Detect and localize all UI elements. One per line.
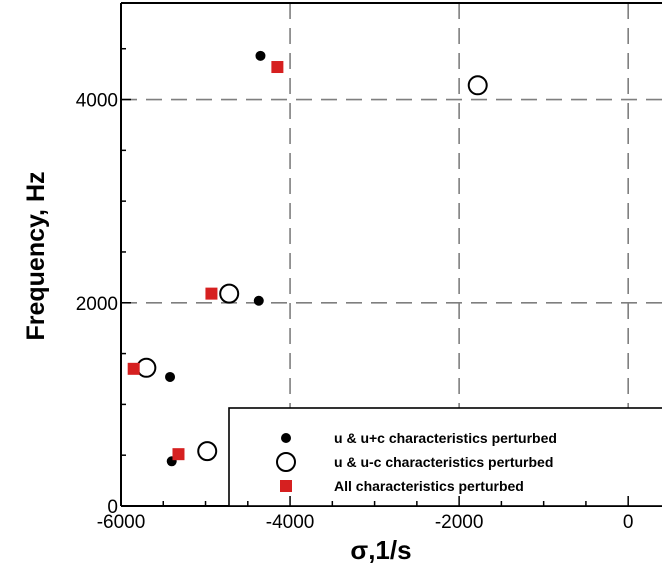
axis-labels: -6000 -4000 -2000 0 0 2000 4000 σ,1/s Frequency,… <box>22 91 633 565</box>
legend-frame <box>228 407 662 507</box>
data-point-s2-3 <box>172 448 185 461</box>
y-tick-label-2: 4000 <box>76 91 118 112</box>
data-point-s0-0 <box>255 50 266 61</box>
x-axis-title: σ,1/s <box>350 535 411 565</box>
y-tick-label-1: 2000 <box>76 294 118 315</box>
legend-marker-1 <box>276 452 296 472</box>
data-point-s1-0 <box>467 75 488 96</box>
legend-marker-2 <box>280 480 292 492</box>
x-tick-label-1: -4000 <box>266 512 315 533</box>
data-point-s2-1 <box>205 287 218 300</box>
grid <box>121 3 662 506</box>
x-tick-label-0: -6000 <box>97 512 146 533</box>
data-point-s1-2 <box>136 357 157 378</box>
data-points <box>127 50 488 467</box>
data-point-s0-2 <box>165 371 176 382</box>
legend-marker-0 <box>281 433 291 443</box>
x-tick-label-2: -2000 <box>435 512 484 533</box>
legend-label-1: u & u-c characteristics perturbed <box>334 454 553 470</box>
x-tick-label-3: 0 <box>623 512 634 533</box>
data-point-s2-0 <box>271 61 284 74</box>
legend-label-0: u & u+c characteristics perturbed <box>334 430 557 446</box>
data-point-s1-3 <box>197 441 218 462</box>
axis-ticks <box>120 47 629 507</box>
data-point-s0-1 <box>253 295 264 306</box>
y-axis-title: Frequency, Hz <box>22 171 50 340</box>
legend: u & u+c characteristics perturbed u & u-c… <box>276 430 557 494</box>
y-tick-label-0: 0 <box>107 497 118 518</box>
data-point-s1-1 <box>219 283 240 304</box>
legend-box <box>228 407 662 507</box>
legend-label-2: All characteristics perturbed <box>334 478 524 494</box>
data-point-s2-2 <box>127 362 140 375</box>
